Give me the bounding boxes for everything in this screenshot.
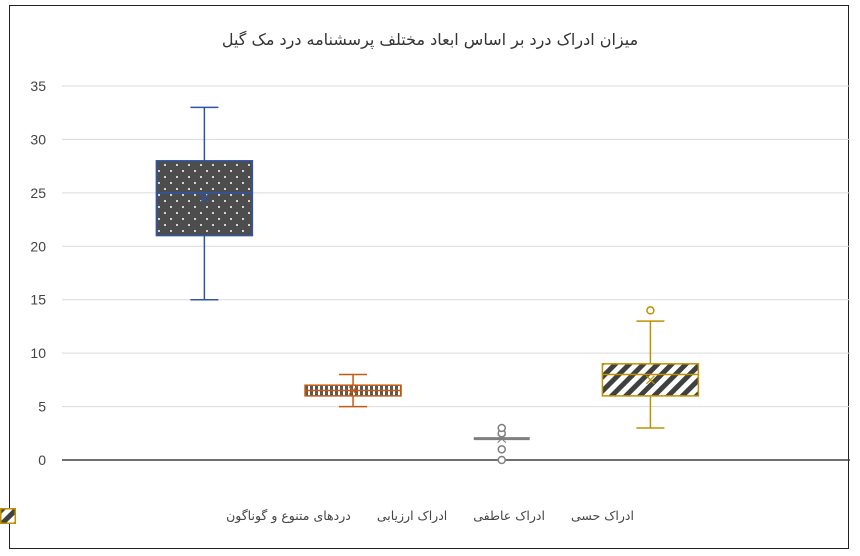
box-3 [473, 423, 530, 465]
gridlines [62, 85, 850, 408]
legend-label: ادراک حسی [570, 508, 634, 523]
legend-item: ادراک ارزیابی [0, 508, 448, 524]
y-tick-label: 0 [38, 452, 46, 468]
y-tick-label: 10 [30, 345, 46, 361]
chart-title: میزان ادراک درد بر اساس ابعاد مختلف پرسش… [221, 30, 639, 49]
box-2 [304, 373, 402, 408]
y-tick-label: 35 [30, 78, 46, 94]
legend: ادراک حسی ادراک عاطفی ادراک ارزیابی دردهای … [0, 508, 860, 524]
y-tick-label: 20 [30, 238, 46, 254]
mean-marker [645, 375, 655, 385]
legend-item: ادراک عاطفی [0, 508, 545, 524]
outlier-point [646, 306, 655, 315]
outlier-point [497, 455, 506, 465]
mean-marker [348, 386, 358, 395]
box-1 [155, 106, 254, 301]
chart-frame [9, 5, 849, 549]
legend-swatch [0, 508, 16, 524]
y-tick-label: 25 [30, 185, 46, 201]
y-tick-label: 5 [38, 399, 46, 415]
outlier-point [497, 445, 506, 454]
legend-label: دردهای متنوع و گوناگون [226, 508, 351, 523]
legend-item: ادراک حسی [0, 508, 634, 524]
legend-item: دردهای متنوع و گوناگون [0, 508, 351, 524]
boxes [155, 106, 700, 465]
y-tick-label: 15 [30, 292, 46, 308]
axes: 0 5 10 15 20 25 30 35 [30, 78, 850, 468]
mean-marker [199, 193, 209, 203]
legend-label: ادراک ارزیابی [376, 508, 448, 523]
box-4 [601, 306, 700, 429]
legend-label: ادراک عاطفی [473, 508, 545, 523]
outlier-point [497, 423, 506, 433]
y-tick-label: 30 [30, 131, 46, 147]
